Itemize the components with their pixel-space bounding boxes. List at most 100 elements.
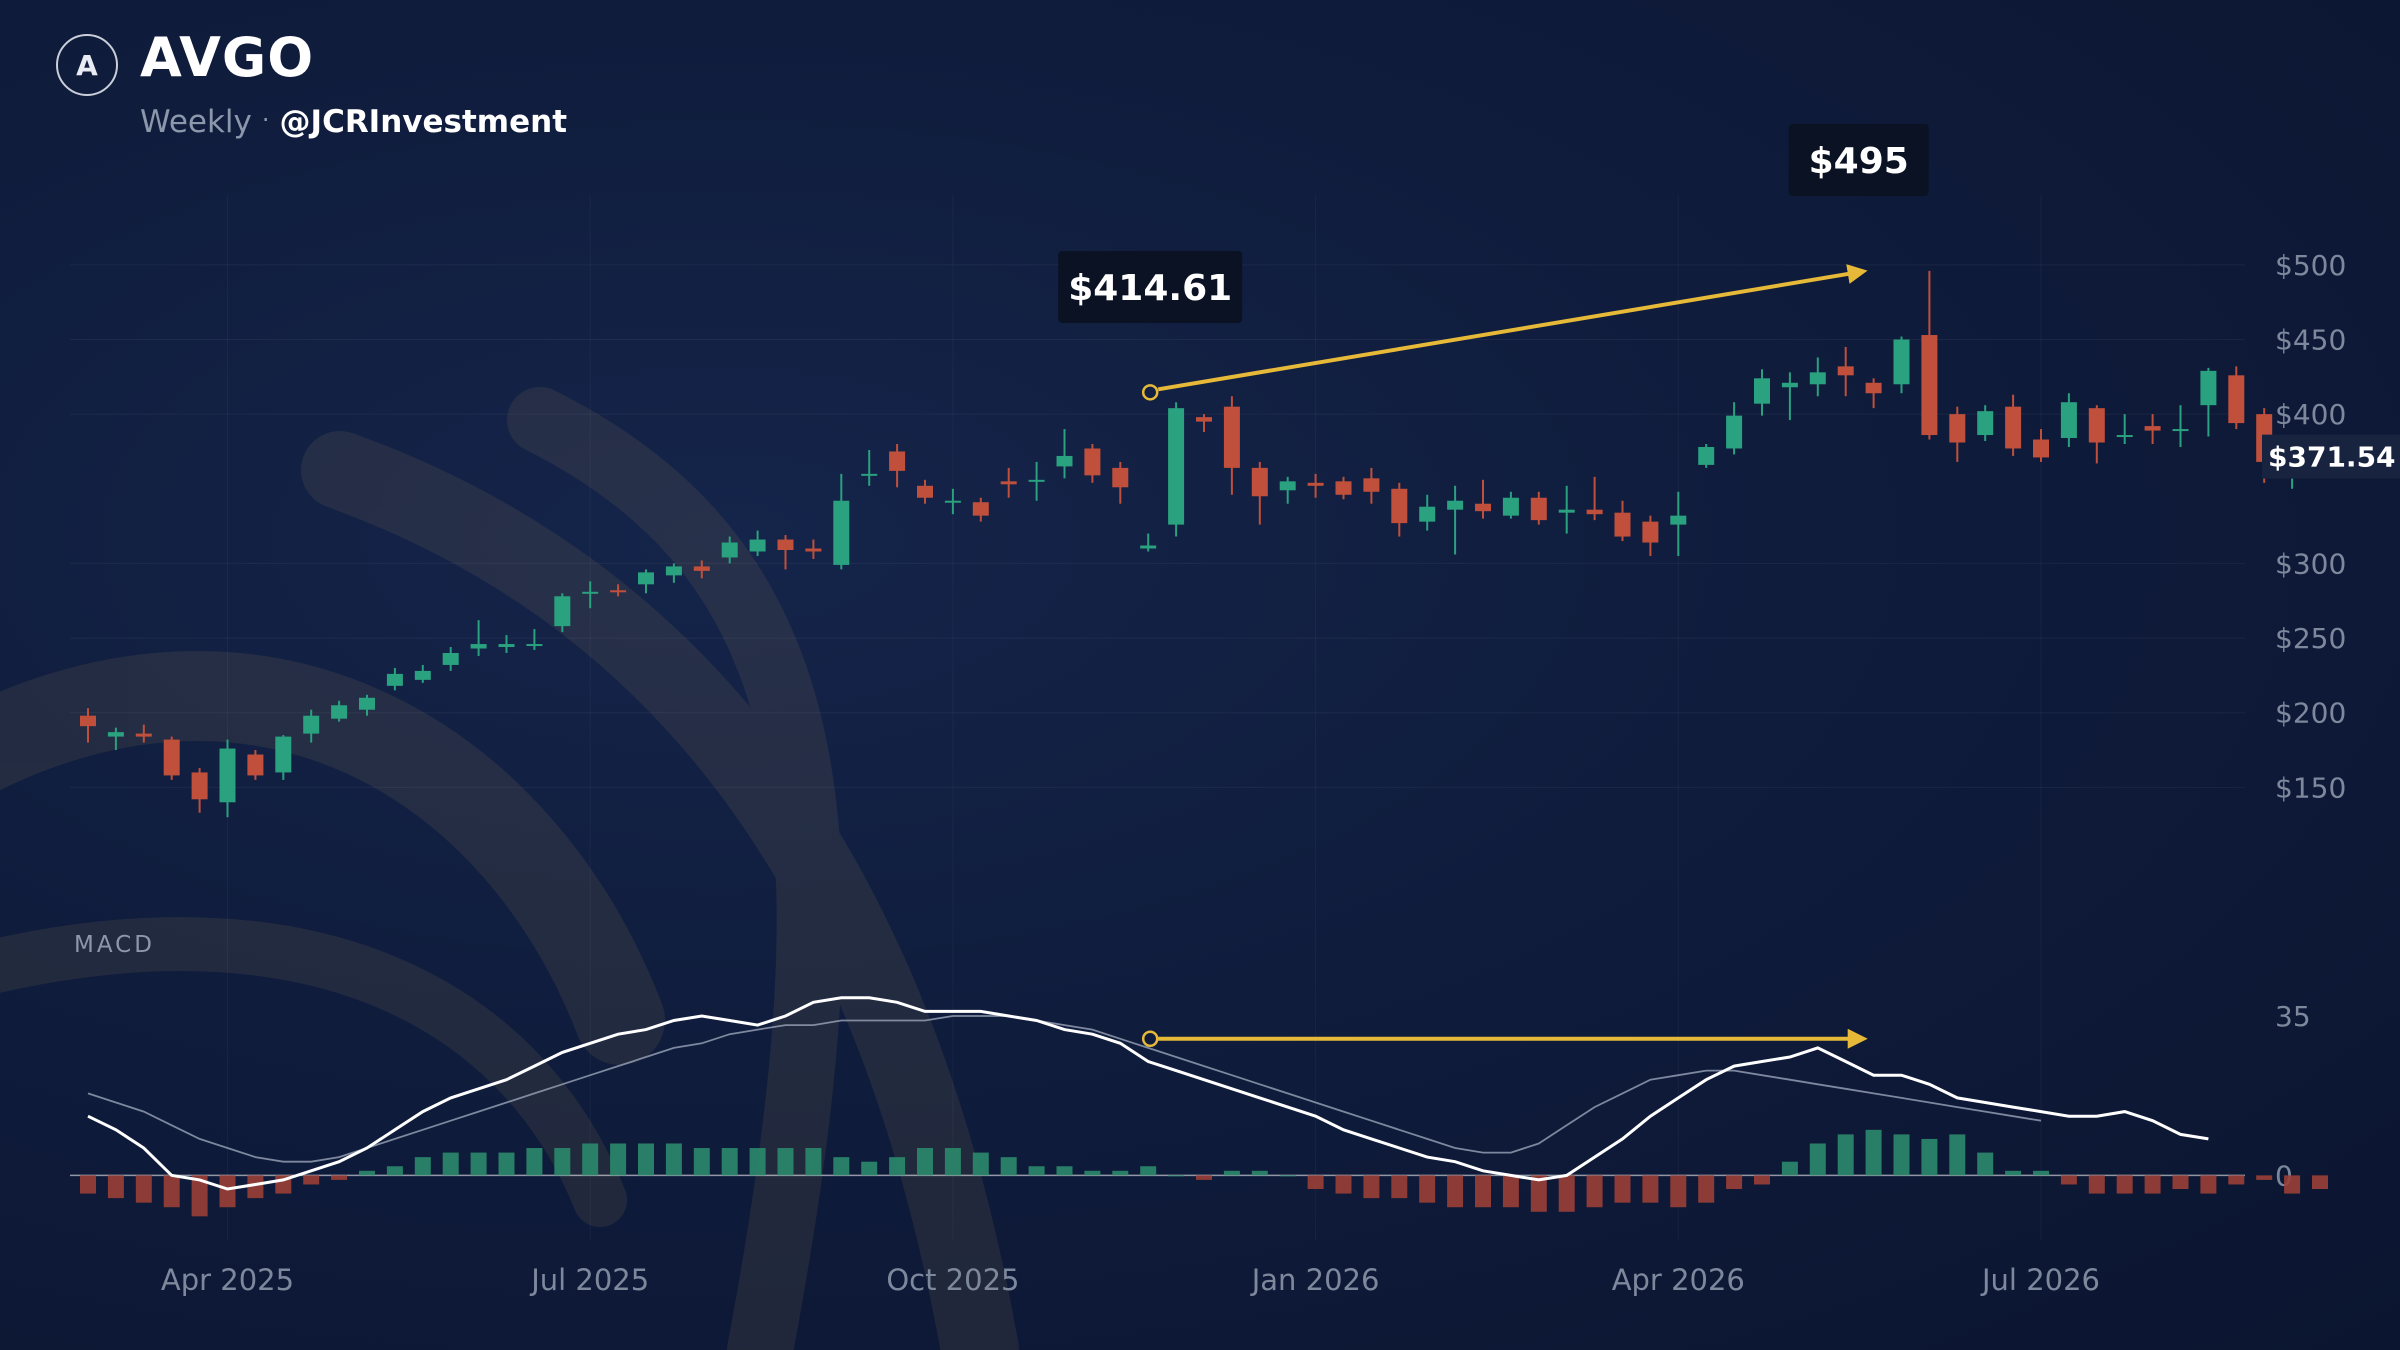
- time-tick-label: Apr 2025: [161, 1263, 294, 1297]
- candle: [2172, 405, 2189, 447]
- candle: [1754, 369, 1770, 416]
- macd-histogram-bar: [386, 1166, 403, 1176]
- candle: [2088, 405, 2105, 464]
- candle-body: [861, 473, 878, 476]
- annotation-start-circle: [1141, 1030, 1159, 1047]
- candle-body: [2060, 402, 2077, 439]
- time-tick-label: Jan 2026: [1250, 1263, 1380, 1297]
- candle-body: [1391, 488, 1408, 524]
- candle-body: [470, 644, 487, 649]
- candle-body: [1893, 339, 1910, 385]
- macd-histogram-bar: [163, 1175, 180, 1208]
- macd-histogram-bar: [191, 1175, 208, 1217]
- candle-body: [1726, 415, 1743, 449]
- candle: [1168, 402, 1185, 537]
- subtitle: Weekly · @JCRInvestment: [140, 104, 567, 140]
- candle: [972, 497, 989, 522]
- annotations: $414.61 $495: [1058, 124, 1929, 1049]
- candle: [2005, 394, 2022, 456]
- macd-label: MACD: [74, 932, 155, 958]
- candle-body: [2200, 370, 2217, 406]
- time-tick-label: Oct 2025: [886, 1263, 1019, 1297]
- candle-body: [1754, 378, 1770, 404]
- macd-histogram-bar: [2256, 1175, 2273, 1180]
- macd-histogram-bar: [1028, 1166, 1045, 1176]
- candle-body: [721, 542, 738, 558]
- macd-histogram-bar: [107, 1175, 124, 1199]
- candle-body: [2033, 439, 2049, 458]
- candle-body: [582, 591, 599, 594]
- candle: [805, 539, 822, 559]
- candle: [1391, 482, 1408, 537]
- candle-body: [191, 772, 208, 800]
- macd-histogram-bar: [2228, 1175, 2245, 1185]
- candle: [80, 708, 96, 743]
- candle-body: [386, 673, 403, 686]
- candle-body: [80, 715, 96, 727]
- candle-body: [1977, 411, 1994, 436]
- macd-histogram-bar: [526, 1148, 543, 1176]
- candle-body: [1586, 509, 1603, 515]
- candle-body: [638, 572, 654, 585]
- candle: [526, 629, 543, 651]
- candle: [2228, 366, 2245, 430]
- time-tick-label: Apr 2026: [1612, 1263, 1745, 1297]
- candle-body: [1419, 506, 1436, 522]
- candle: [2060, 393, 2077, 447]
- macd-histogram-bar: [80, 1175, 96, 1194]
- candle: [359, 694, 375, 716]
- candle-body: [2172, 429, 2189, 432]
- price-tick-label: $200: [2275, 697, 2346, 730]
- candle-body: [1670, 515, 1687, 525]
- candle: [1893, 336, 1910, 394]
- macd-histogram-bar: [1921, 1138, 1938, 1176]
- candle: [442, 647, 459, 671]
- macd-histogram-bar: [2284, 1175, 2301, 1194]
- macd-histogram-bar: [1949, 1134, 1966, 1176]
- candle-body: [1000, 481, 1017, 485]
- macd-histogram-bar: [554, 1148, 571, 1176]
- annotation-start-circle: [1141, 384, 1159, 401]
- candle: [1502, 491, 1519, 519]
- candle: [554, 593, 571, 633]
- candle: [693, 560, 710, 579]
- candle: [1558, 485, 1575, 534]
- candle: [1223, 396, 1240, 495]
- candle-body: [1112, 467, 1129, 488]
- macd-histogram-bar: [2200, 1175, 2217, 1194]
- candle: [1670, 491, 1687, 556]
- candle-body: [972, 502, 989, 516]
- candle-body: [1949, 414, 1966, 443]
- candle: [1363, 467, 1380, 504]
- candle-body: [1614, 512, 1631, 537]
- last-price-tag: [2262, 434, 2400, 479]
- candle-body: [1475, 503, 1491, 512]
- price-tick-label: $450: [2275, 324, 2346, 357]
- candle-body: [163, 739, 180, 776]
- candle: [610, 584, 627, 597]
- macd-histogram-bar: [861, 1161, 878, 1176]
- candle: [1865, 378, 1882, 409]
- candle: [1140, 533, 1157, 552]
- macd-histogram-bar: [2116, 1175, 2133, 1194]
- macd-histogram-bar: [1363, 1175, 1380, 1199]
- macd-histogram-bar: [2005, 1170, 2022, 1176]
- candle-body: [1837, 366, 1854, 376]
- macd-histogram-bar: [1809, 1143, 1826, 1176]
- candle-body: [1084, 448, 1101, 476]
- candle-body: [1251, 467, 1268, 497]
- candle-body: [1530, 497, 1547, 521]
- time-axis: Apr 2025 Jul 2025 Oct 2025 Jan 2026 Apr 2026…: [161, 1263, 2100, 1297]
- candle-body: [1335, 481, 1352, 495]
- candle: [1530, 491, 1547, 525]
- macd-histogram-bar: [1502, 1175, 1519, 1208]
- candle: [1112, 461, 1129, 504]
- macd-histogram-bar: [1168, 1175, 1185, 1177]
- macd-histogram-bar: [1419, 1175, 1436, 1203]
- candle: [219, 739, 236, 818]
- watermark-stroke: [301, 431, 1019, 1350]
- candle: [1000, 467, 1017, 498]
- candle-body: [107, 732, 124, 737]
- macd-histogram-bar: [303, 1175, 320, 1185]
- candle-body: [1196, 417, 1212, 422]
